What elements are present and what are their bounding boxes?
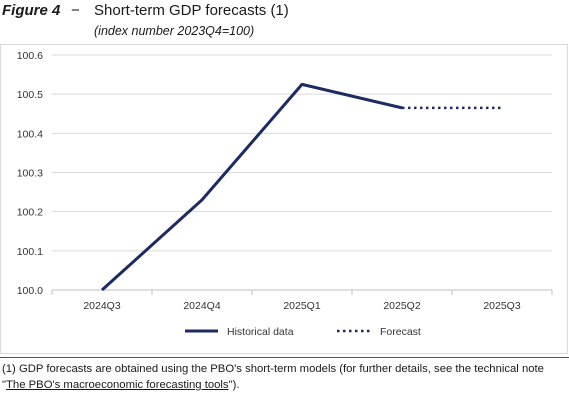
technical-note-link[interactable]: The PBO's macroeconomic forecasting tool… xyxy=(6,379,229,391)
chart-title: Short-term GDP forecasts (1) xyxy=(94,2,289,19)
y-tick-label: 100.4 xyxy=(17,128,43,140)
x-tick-label: 2024Q4 xyxy=(183,300,221,312)
chart-subtitle: (index number 2023Q4=100) xyxy=(94,24,255,38)
x-tick-label: 2025Q3 xyxy=(483,300,521,312)
y-tick-label: 100.3 xyxy=(17,168,43,180)
footnote-divider xyxy=(0,357,569,358)
x-axis-ticks: 2024Q3 2024Q4 2025Q1 2025Q2 2025Q3 xyxy=(51,290,553,312)
historical-line xyxy=(100,82,403,292)
x-tick-label: 2025Q2 xyxy=(383,300,421,312)
legend: Historical data Forecast xyxy=(185,326,421,338)
footnote-quote-open: " xyxy=(2,379,7,391)
y-tick-label: 100.0 xyxy=(17,285,43,297)
title-dash: − xyxy=(71,2,80,19)
footnote-quote-close: "). xyxy=(228,379,240,391)
x-tick-label: 2024Q3 xyxy=(83,300,121,312)
legend-historical-label: Historical data xyxy=(227,326,294,338)
gdp-line-chart: 100.6 100.5 100.4 100.3 100.2 100.1 100.0 2024… xyxy=(17,50,553,338)
y-tick-label: 100.2 xyxy=(17,207,43,219)
y-axis-ticks: 100.6 100.5 100.4 100.3 100.2 100.1 100.0 xyxy=(17,50,43,297)
gridlines xyxy=(52,54,552,291)
chart-frame xyxy=(0,44,568,354)
footnote-line-1: (1) GDP forecasts are obtained using the… xyxy=(2,363,544,375)
footnote: (1) GDP forecasts are obtained using the… xyxy=(2,361,568,393)
y-tick-label: 100.1 xyxy=(17,246,43,258)
figure-label: Figure 4 xyxy=(2,2,61,19)
legend-forecast-label: Forecast xyxy=(380,326,421,338)
x-tick-label: 2025Q1 xyxy=(283,300,321,312)
y-tick-label: 100.6 xyxy=(17,50,43,62)
series-lines xyxy=(100,82,502,292)
footnote-line-2: "The PBO's macroeconomic forecasting too… xyxy=(2,377,568,393)
y-tick-label: 100.5 xyxy=(17,89,43,101)
